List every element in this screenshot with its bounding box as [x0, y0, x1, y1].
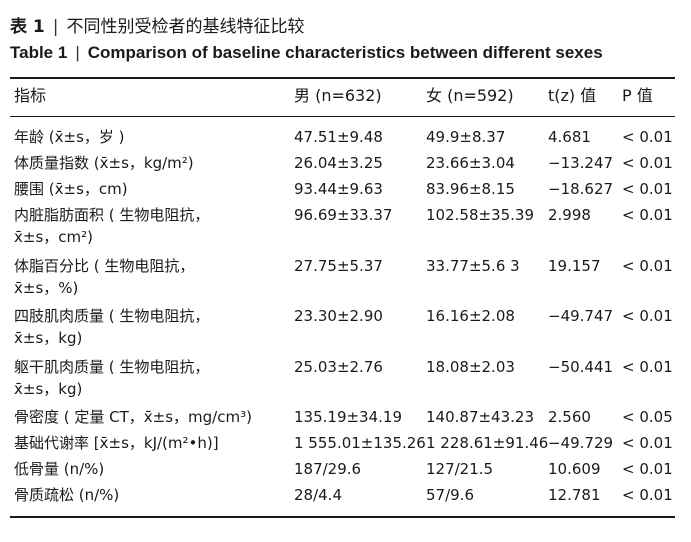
- row-label-line: 体脂百分比 ( 生物电阻抗，: [14, 257, 195, 275]
- caption-english: Table 1 | Comparison of baseline character…: [10, 43, 603, 63]
- female-value: 18.08±2.03: [426, 358, 515, 376]
- p-value: < 0.01: [622, 257, 673, 275]
- male-value: 23.30±2.90: [294, 307, 383, 325]
- header-p-value: P 值: [622, 86, 653, 105]
- p-value: < 0.01: [622, 154, 673, 172]
- male-value: 26.04±3.25: [294, 154, 383, 172]
- row-label: 体质量指数 (x̄±s，kg/m²): [14, 152, 194, 174]
- male-value: 1 555.01±135.26: [294, 434, 426, 452]
- caption-en-label: Table 1: [10, 43, 68, 62]
- row-label: 骨质疏松 (n/%): [14, 484, 119, 506]
- caption-separator: |: [52, 17, 59, 37]
- row-label-line: 基础代谢率 [x̄±s，kJ/(m²•h)]: [14, 434, 219, 452]
- female-value: 102.58±35.39: [426, 206, 534, 224]
- t-value: 2.560: [548, 408, 591, 426]
- header-male: 男 (n=632): [294, 86, 382, 105]
- t-value: 12.781: [548, 486, 601, 504]
- row-label-line: x̄±s，cm²): [14, 228, 93, 246]
- female-value: 1 228.61±91.46: [426, 434, 549, 452]
- p-value: < 0.01: [622, 434, 673, 452]
- row-label-line: 躯干肌肉质量 ( 生物电阻抗，: [14, 358, 210, 376]
- p-value: < 0.01: [622, 180, 673, 198]
- t-value: −49.747: [548, 307, 614, 325]
- caption-separator-en: |: [75, 43, 80, 62]
- row-label-line: 腰围 (x̄±s，cm): [14, 180, 128, 198]
- female-value: 83.96±8.15: [426, 180, 515, 198]
- row-label: 躯干肌肉质量 ( 生物电阻抗， x̄±s，kg): [14, 356, 209, 400]
- row-label-line: 内脏脂肪面积 ( 生物电阻抗，: [14, 206, 210, 224]
- t-value: 2.998: [548, 206, 591, 224]
- t-value: −13.247: [548, 154, 614, 172]
- p-value: < 0.01: [622, 128, 673, 146]
- row-label-line: x̄±s，kg): [14, 380, 83, 398]
- top-rule: [10, 77, 675, 79]
- t-value: 10.609: [548, 460, 601, 478]
- male-value: 187/29.6: [294, 460, 362, 478]
- row-label: 内脏脂肪面积 ( 生物电阻抗， x̄±s，cm²): [14, 204, 209, 248]
- caption-cn-title: 不同性别受检者的基线特征比较: [66, 17, 305, 37]
- t-value: −50.441: [548, 358, 614, 376]
- male-value: 27.75±5.37: [294, 257, 383, 275]
- p-value: < 0.01: [622, 460, 673, 478]
- male-value: 135.19±34.19: [294, 408, 402, 426]
- row-label-line: 体质量指数 (x̄±s，kg/m²): [14, 154, 194, 172]
- male-value: 93.44±9.63: [294, 180, 383, 198]
- male-value: 28/4.4: [294, 486, 342, 504]
- row-label-line: x̄±s，kg): [14, 329, 83, 347]
- header-t-value: t(z) 值: [548, 86, 597, 105]
- row-label-line: 年龄 (x̄±s，岁 ): [14, 128, 125, 146]
- row-label-line: 四肢肌肉质量 ( 生物电阻抗，: [14, 307, 210, 325]
- header-rule: [10, 116, 675, 117]
- p-value: < 0.05: [622, 408, 673, 426]
- row-label: 低骨量 (n/%): [14, 458, 104, 480]
- caption-en-title: Comparison of baseline characteristics b…: [87, 43, 603, 62]
- bottom-rule: [10, 516, 675, 518]
- female-value: 49.9±8.37: [426, 128, 506, 146]
- female-value: 33.77±5.6 3: [426, 257, 520, 275]
- row-label: 四肢肌肉质量 ( 生物电阻抗， x̄±s，kg): [14, 305, 209, 349]
- header-indicator: 指标: [14, 86, 47, 105]
- row-label-line: x̄±s，%): [14, 279, 79, 297]
- female-value: 57/9.6: [426, 486, 474, 504]
- t-value: −49.729: [548, 434, 614, 452]
- row-label: 体脂百分比 ( 生物电阻抗， x̄±s，%): [14, 255, 194, 299]
- p-value: < 0.01: [622, 486, 673, 504]
- female-value: 16.16±2.08: [426, 307, 515, 325]
- male-value: 96.69±33.37: [294, 206, 393, 224]
- row-label: 基础代谢率 [x̄±s，kJ/(m²•h)]: [14, 432, 219, 454]
- row-label-line: 骨密度 ( 定量 CT，x̄±s，mg/cm³): [14, 408, 252, 426]
- p-value: < 0.01: [622, 307, 673, 325]
- male-value: 47.51±9.48: [294, 128, 383, 146]
- female-value: 127/21.5: [426, 460, 494, 478]
- caption-chinese: 表 1 | 不同性别受检者的基线特征比较: [10, 12, 304, 37]
- female-value: 23.66±3.04: [426, 154, 515, 172]
- female-value: 140.87±43.23: [426, 408, 534, 426]
- p-value: < 0.01: [622, 206, 673, 224]
- row-label: 腰围 (x̄±s，cm): [14, 178, 128, 200]
- header-female: 女 (n=592): [426, 86, 514, 105]
- male-value: 25.03±2.76: [294, 358, 383, 376]
- t-value: 19.157: [548, 257, 601, 275]
- row-label: 年龄 (x̄±s，岁 ): [14, 126, 125, 148]
- row-label: 骨密度 ( 定量 CT，x̄±s，mg/cm³): [14, 406, 252, 428]
- p-value: < 0.01: [622, 358, 673, 376]
- row-label-line: 骨质疏松 (n/%): [14, 486, 120, 504]
- row-label-line: 低骨量 (n/%): [14, 460, 105, 478]
- t-value: −18.627: [548, 180, 614, 198]
- t-value: 4.681: [548, 128, 591, 146]
- caption-cn-label: 表 1: [10, 17, 45, 37]
